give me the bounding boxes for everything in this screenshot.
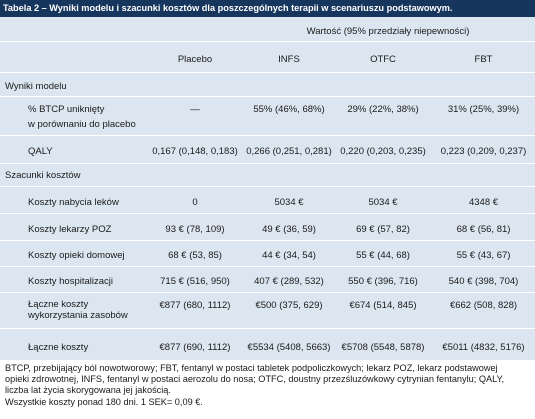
resource-cost-otfc: €674 (514, 845) [349, 300, 417, 311]
footnote-line: BTCP, przebijający ból nowotworowy; FBT,… [5, 363, 498, 373]
hospital-cost-fbt: 540 € (398, 704) [448, 276, 519, 287]
footnote-line: liczba lat życia skorygowana jej jakości… [5, 385, 171, 396]
header-divider [0, 41, 535, 42]
column-header-divider [0, 72, 535, 73]
row-label-btcp-line2: w porównaniu do placebo [28, 119, 136, 130]
qaly-fbt: 0,223 (0,209, 0,237) [440, 146, 527, 157]
table-footnote: BTCP, przebijający ból nowotworowy; FBT,… [5, 363, 530, 408]
divider [0, 328, 535, 329]
divider [0, 292, 535, 293]
total-cost-placebo: €877 (690, 1112) [159, 342, 231, 353]
home-care-cost-otfc: 55 € (44, 68) [356, 250, 410, 261]
home-care-cost-fbt: 55 € (43, 67) [456, 250, 511, 261]
row-label-home-care-cost: Koszty opieki domowej [28, 250, 125, 261]
row-label-drug-cost: Koszty nabycia leków [28, 197, 119, 208]
column-header-otfc: OTFC [370, 54, 396, 65]
resource-cost-fbt: €662 (508, 828) [449, 300, 518, 311]
divider [0, 213, 535, 214]
divider [0, 266, 535, 267]
row-label-hospital-cost: Koszty hospitalizacji [28, 276, 114, 287]
hospital-cost-placebo: 715 € (516, 950) [160, 276, 230, 287]
drug-cost-otfc: 5034 € [368, 197, 398, 208]
btcp-otfc: 29% (22%, 38%) [347, 104, 419, 115]
value-header: Wartość (95% przedziały niepewności) [306, 26, 470, 37]
row-label-resource-cost-line2: wykorzystania zasobów [28, 310, 128, 321]
gp-cost-fbt: 68 € (56, 81) [456, 224, 511, 235]
drug-cost-infs: 5034 € [274, 197, 304, 208]
drug-cost-fbt: 4348 € [468, 197, 499, 208]
column-header-infs: INFS [278, 54, 300, 65]
qaly-otfc: 0,220 (0,203, 0,235) [340, 146, 426, 157]
row-label-resource-cost-line1: Łączne koszty [28, 299, 89, 310]
resource-cost-placebo: €877 (680, 1112) [159, 300, 231, 311]
total-cost-infs: €5534 (5408, 5663) [247, 342, 331, 353]
section-model-results: Wyniki modelu [5, 81, 67, 92]
section-cost-estimates: Szacunki kosztów [5, 170, 81, 181]
resource-cost-infs: €500 (375, 629) [255, 300, 323, 311]
qaly-infs: 0,266 (0,251, 0,281) [246, 146, 332, 157]
footnote-line: Wszystkie koszty ponad 180 dni. 1 SEK= 0… [5, 396, 203, 407]
btcp-fbt: 31% (25%, 39%) [447, 104, 520, 115]
column-header-placebo: Placebo [177, 54, 213, 65]
btcp-infs: 55% (46%, 68%) [253, 104, 325, 115]
qaly-placebo: 0,167 (0,148, 0,183) [152, 146, 238, 157]
column-header-fbt: FBT [474, 54, 493, 65]
footnote-line: opieki zdrowotnej, INFS, fentanyl w post… [5, 374, 505, 385]
divider [0, 96, 535, 97]
divider [0, 186, 535, 187]
gp-cost-otfc: 69 € (57, 82) [356, 224, 410, 235]
row-label-total-cost: Łączne koszty [28, 342, 89, 353]
row-label-qaly: QALY [28, 146, 53, 157]
table-title: Tabela 2 – Wyniki modelu i szacunki kosz… [0, 0, 535, 17]
home-care-cost-placebo: 68 € (53, 85) [168, 250, 222, 261]
divider [0, 163, 535, 164]
results-table: Tabela 2 – Wyniki modelu i szacunki kosz… [0, 0, 535, 360]
drug-cost-placebo: 0 [192, 197, 198, 208]
divider [0, 135, 535, 136]
divider [0, 240, 535, 241]
gp-cost-placebo: 93 € (78, 109) [165, 224, 225, 235]
total-cost-otfc: €5708 (5548, 5878) [341, 342, 425, 353]
row-label-btcp-line1: % BTCP uniknięty [28, 104, 105, 115]
home-care-cost-infs: 44 € (34, 54) [262, 250, 316, 261]
hospital-cost-otfc: 550 € (396, 716) [348, 276, 418, 287]
total-cost-fbt: €5011 (4832, 5176) [442, 342, 525, 353]
hospital-cost-infs: 407 € (289, 532) [254, 276, 324, 287]
gp-cost-infs: 49 € (36, 59) [262, 224, 316, 235]
row-label-gp-cost: Koszty lekarzy POZ [28, 224, 112, 235]
btcp-placebo: — [190, 104, 200, 115]
